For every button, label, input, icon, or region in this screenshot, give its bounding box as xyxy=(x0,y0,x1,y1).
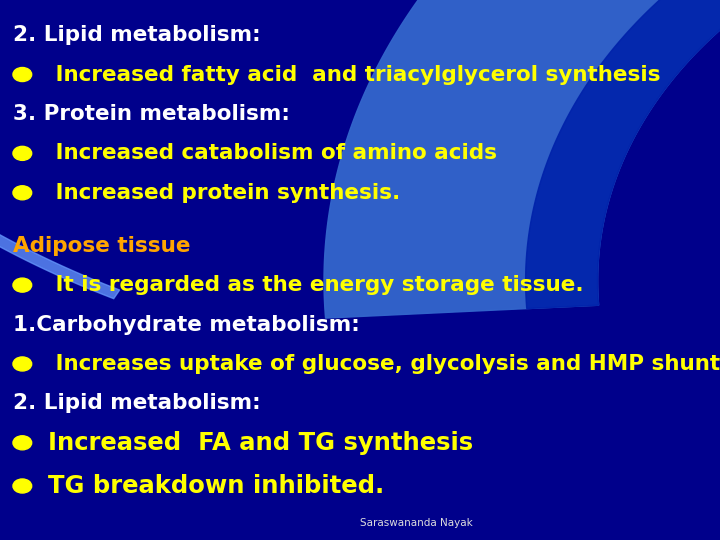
Text: 3. Protein metabolism:: 3. Protein metabolism: xyxy=(13,104,290,124)
Text: TG breakdown inhibited.: TG breakdown inhibited. xyxy=(48,474,384,498)
Text: It is regarded as the energy storage tissue.: It is regarded as the energy storage tis… xyxy=(48,275,583,295)
Text: Increased fatty acid  and triacylglycerol synthesis: Increased fatty acid and triacylglycerol… xyxy=(48,64,660,85)
Text: Increased protein synthesis.: Increased protein synthesis. xyxy=(48,183,400,203)
Circle shape xyxy=(13,357,32,371)
Circle shape xyxy=(13,278,32,292)
Text: Increased  FA and TG synthesis: Increased FA and TG synthesis xyxy=(48,431,472,455)
Circle shape xyxy=(13,68,32,82)
Text: Increased catabolism of amino acids: Increased catabolism of amino acids xyxy=(48,143,497,164)
Polygon shape xyxy=(324,0,720,318)
Text: Saraswananda Nayak: Saraswananda Nayak xyxy=(360,518,473,528)
Polygon shape xyxy=(0,0,120,299)
Circle shape xyxy=(13,146,32,160)
Circle shape xyxy=(13,436,32,450)
Circle shape xyxy=(13,186,32,200)
Text: Adipose tissue: Adipose tissue xyxy=(13,235,191,256)
Polygon shape xyxy=(526,0,720,308)
Text: 2. Lipid metabolism:: 2. Lipid metabolism: xyxy=(13,393,261,414)
Text: 1.Carbohydrate metabolism:: 1.Carbohydrate metabolism: xyxy=(13,314,360,335)
Text: 2. Lipid metabolism:: 2. Lipid metabolism: xyxy=(13,25,261,45)
Circle shape xyxy=(13,479,32,493)
Text: Increases uptake of glucose, glycolysis and HMP shunt: Increases uptake of glucose, glycolysis … xyxy=(48,354,720,374)
